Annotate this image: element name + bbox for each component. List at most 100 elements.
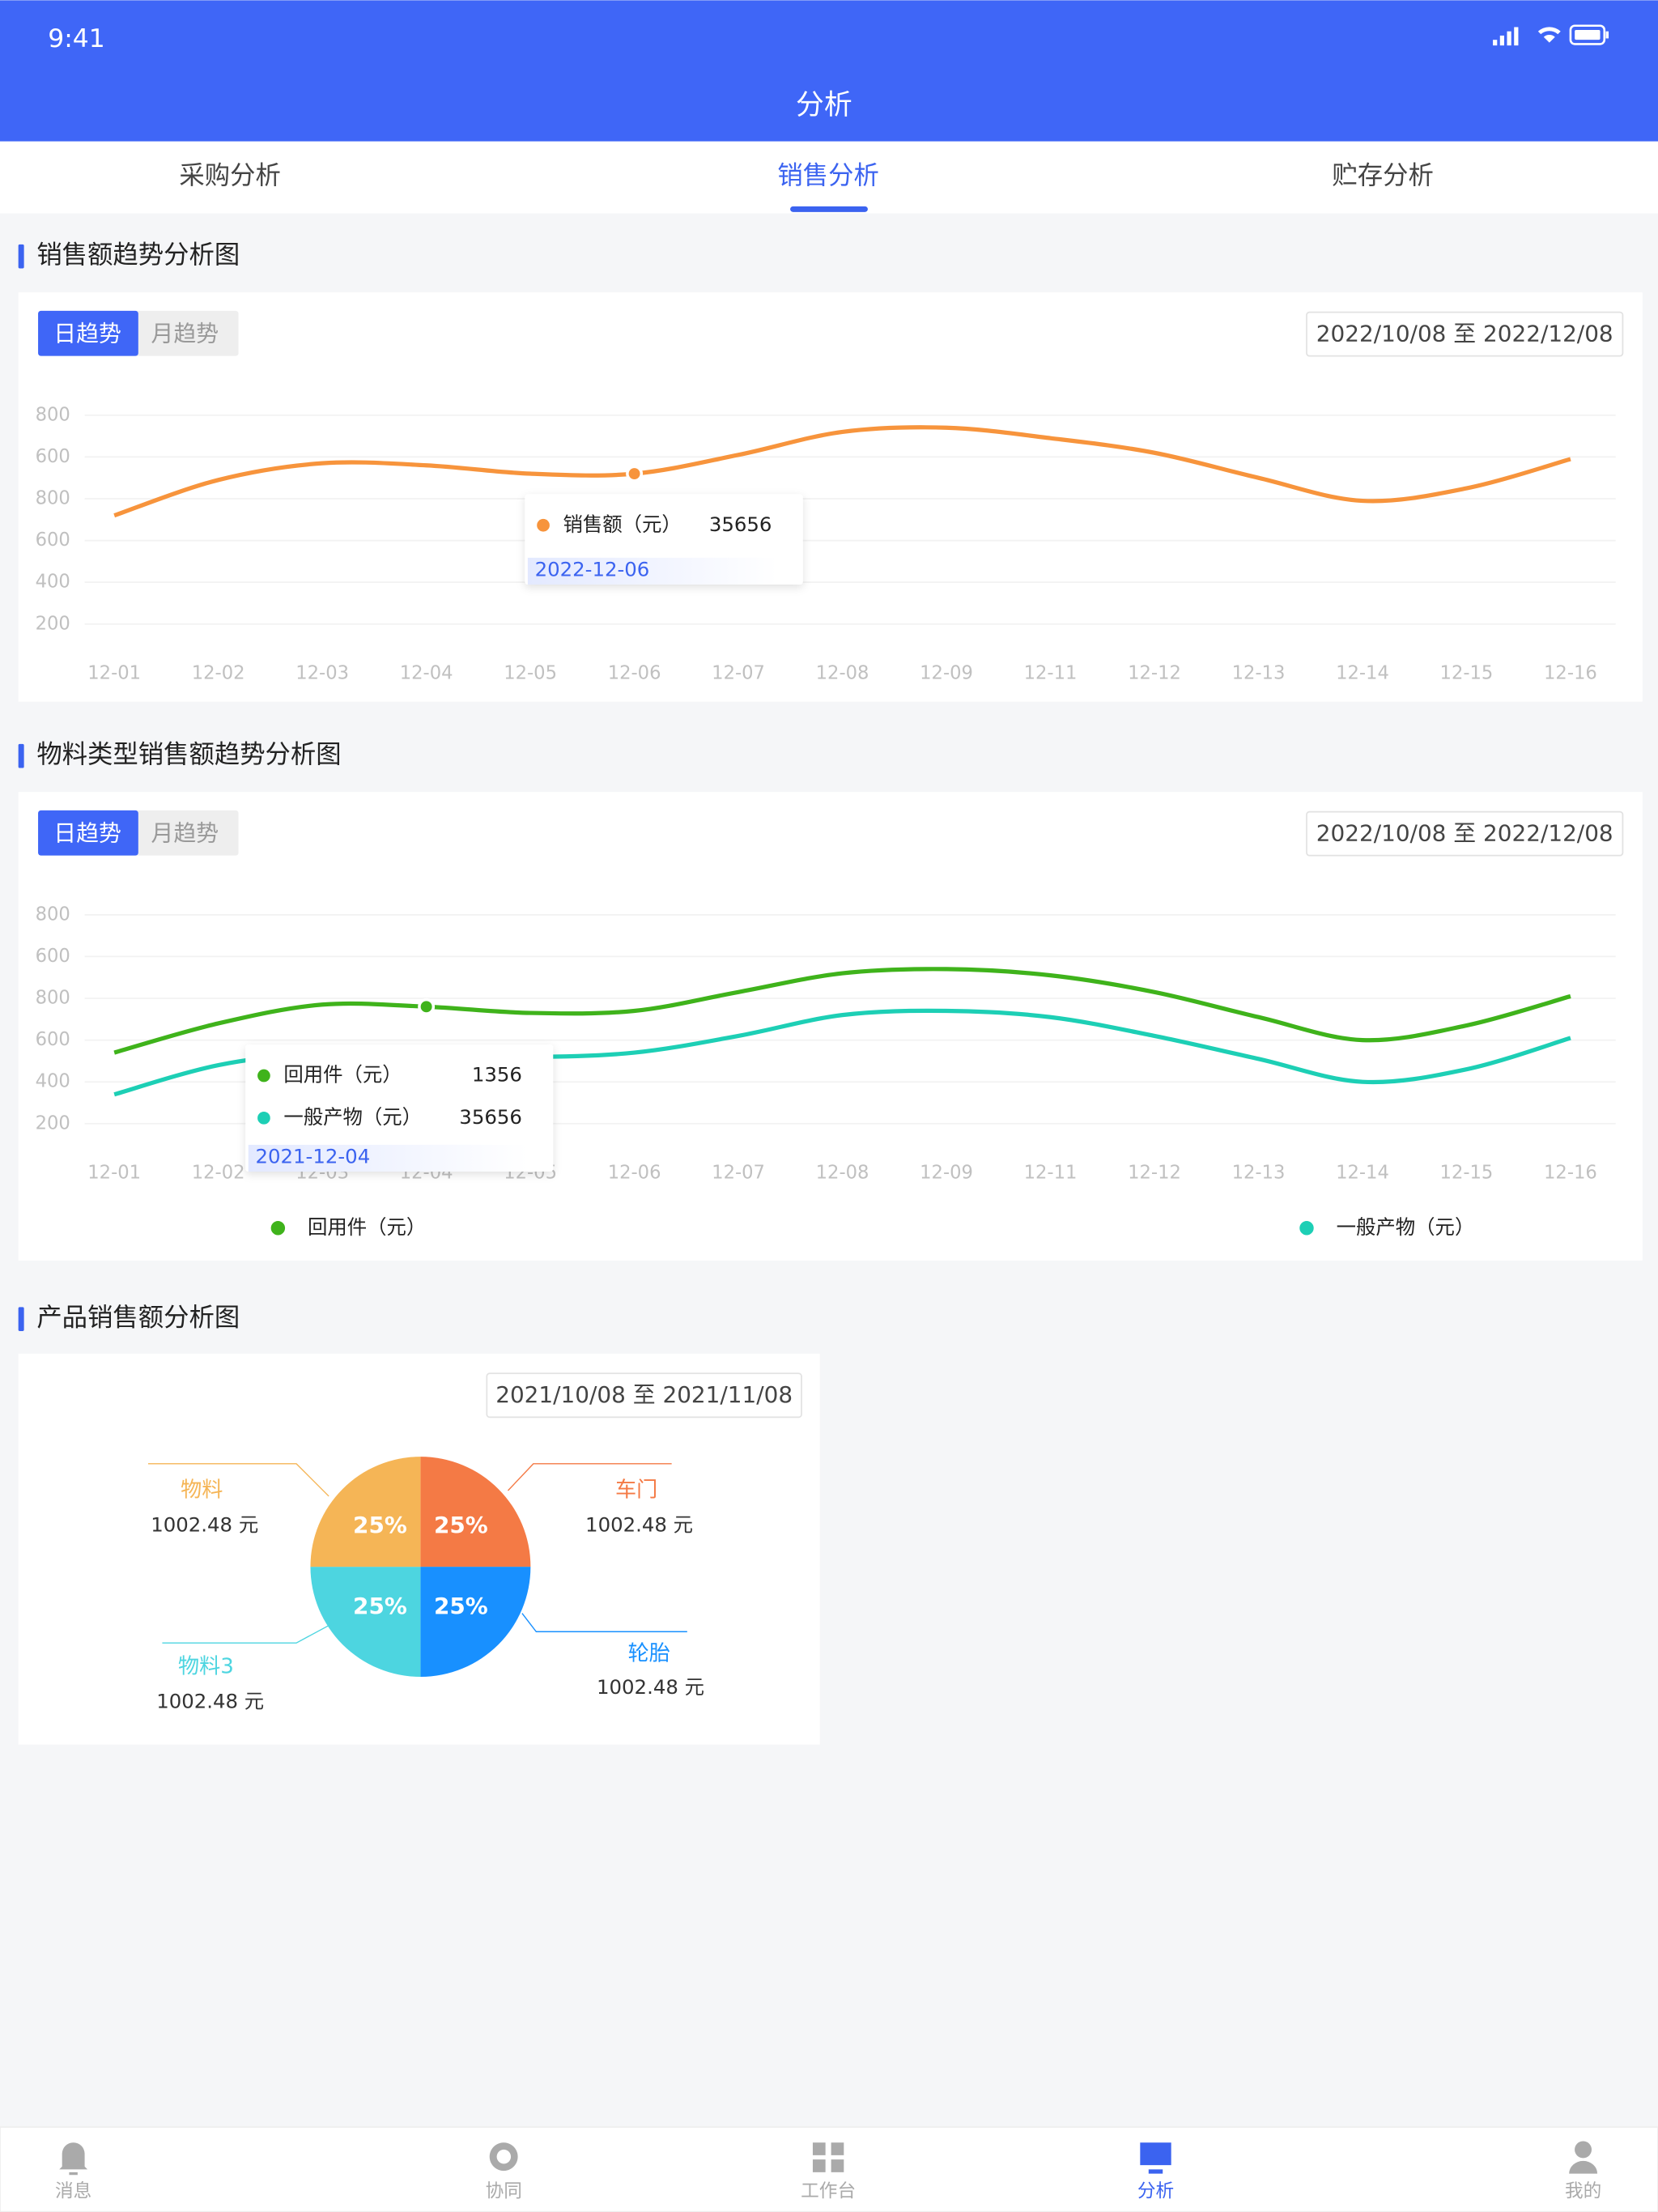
x-tick-label: 12-09	[920, 1162, 973, 1183]
x-tick-label: 12-07	[712, 662, 765, 683]
slice-label: 物料	[181, 1478, 223, 1502]
x-tick-label: 12-02	[192, 1162, 245, 1183]
slice-percent: 25%	[353, 1593, 407, 1619]
slice-percent: 25%	[434, 1593, 488, 1619]
header-title: 分析	[796, 89, 852, 121]
leader-line	[507, 1463, 672, 1491]
tooltip-value: 1356	[472, 1063, 522, 1087]
date-range[interactable]: 2022/10/08 至 2022/12/08	[1316, 320, 1613, 347]
leader-line	[521, 1613, 687, 1632]
y-tick-label: 800	[36, 404, 70, 425]
x-tick-label: 12-01	[87, 1162, 141, 1183]
tooltip-date: 2021-12-04	[255, 1145, 370, 1168]
title-marker	[18, 1307, 24, 1332]
tab[interactable]: 贮存分析	[1332, 161, 1433, 190]
tab[interactable]: 采购分析	[179, 161, 280, 190]
toggle-option[interactable]: 月趋势	[151, 320, 219, 347]
date-box[interactable]	[486, 1372, 802, 1419]
status-time: 9:41	[48, 24, 104, 53]
y-tick-label: 400	[36, 572, 70, 593]
x-tick-label: 12-01	[87, 662, 141, 683]
tooltip-box	[245, 1044, 554, 1172]
x-tick-label: 12-04	[400, 662, 453, 683]
nav-icon[interactable]	[489, 2142, 518, 2172]
pie-slice	[420, 1457, 531, 1568]
highlight-point	[626, 465, 644, 483]
date-box[interactable]	[1306, 810, 1624, 857]
y-tick-label: 800	[36, 988, 70, 1009]
section-title: 产品销售额分析图	[36, 1303, 240, 1332]
line-series	[113, 425, 1571, 518]
tooltip-date-band	[527, 557, 778, 585]
y-tick-label: 600	[36, 530, 70, 551]
slice-percent: 25%	[353, 1512, 407, 1538]
slice-label: 物料3	[178, 1654, 234, 1678]
tooltip-name: 销售额（元）	[563, 513, 681, 536]
x-tick-label: 12-05	[504, 662, 557, 683]
toggle-option[interactable]: 月趋势	[151, 819, 219, 846]
legend-dot	[270, 1221, 286, 1236]
slice-label: 车门	[615, 1478, 657, 1502]
date-range[interactable]: 2022/10/08 至 2022/12/08	[1316, 819, 1613, 846]
nav-label[interactable]: 工作台	[801, 2181, 856, 2202]
status-icons	[1493, 24, 1609, 46]
nav-icon[interactable]	[1140, 2142, 1171, 2174]
nav-icon[interactable]	[1569, 2141, 1598, 2174]
tooltip-name: 回用件（元）	[283, 1063, 402, 1087]
leader-line	[148, 1463, 329, 1497]
legend-label: 回用件（元）	[308, 1215, 426, 1239]
nav-label[interactable]: 分析	[1137, 2181, 1174, 2202]
section-title: 物料类型销售额趋势分析图	[36, 740, 341, 769]
nav-label[interactable]: 我的	[1565, 2181, 1601, 2202]
x-tick-label: 12-08	[816, 662, 869, 683]
tooltip-dot	[257, 1069, 270, 1083]
slice-amount: 1002.48 元	[597, 1675, 704, 1699]
card	[18, 792, 1643, 1261]
tooltip-name: 一般产物（元）	[283, 1105, 422, 1129]
nav-label[interactable]: 消息	[55, 2181, 91, 2202]
legend-label: 一般产物（元）	[1337, 1215, 1475, 1239]
date-range[interactable]: 2021/10/08 至 2021/11/08	[495, 1381, 793, 1408]
toggle-option[interactable]: 日趋势	[53, 320, 121, 347]
leader-line	[162, 1623, 334, 1644]
tab[interactable]: 销售分析	[777, 161, 878, 190]
pie-slice	[420, 1567, 531, 1678]
tooltip-date-band	[248, 1144, 528, 1172]
nav-label[interactable]: 协同	[486, 2181, 522, 2202]
y-tick-label: 200	[36, 613, 70, 634]
slice-amount: 1002.48 元	[151, 1513, 258, 1537]
x-tick-label: 12-13	[1232, 662, 1286, 683]
x-tick-label: 12-08	[816, 1162, 869, 1183]
tooltip-dot	[537, 518, 550, 532]
x-tick-label: 12-06	[608, 1162, 661, 1183]
nav-icon[interactable]	[812, 2142, 844, 2172]
title-marker	[18, 244, 24, 269]
slice-percent: 25%	[434, 1512, 488, 1538]
y-tick-label: 600	[36, 1029, 70, 1050]
tooltip-date: 2022-12-06	[535, 558, 650, 581]
tooltip-dot	[257, 1111, 270, 1125]
card	[18, 292, 1643, 702]
x-tick-label: 12-15	[1440, 1162, 1494, 1183]
x-tick-label: 12-12	[1128, 1162, 1181, 1183]
x-tick-label: 12-11	[1024, 662, 1078, 683]
x-tick-label: 12-02	[192, 662, 245, 683]
nav-icon[interactable]	[59, 2142, 88, 2176]
slice-amount: 1002.48 元	[585, 1513, 693, 1537]
y-tick-label: 600	[36, 446, 70, 467]
x-tick-label: 12-11	[1024, 1162, 1078, 1183]
x-tick-label: 12-03	[295, 662, 349, 683]
toggle-active	[38, 310, 138, 356]
pie-slice	[310, 1567, 421, 1678]
tooltip-value: 35656	[459, 1105, 522, 1129]
x-tick-label: 12-14	[1336, 662, 1389, 683]
title-marker	[18, 743, 24, 768]
bottom-nav	[0, 2126, 1658, 2212]
x-tick-label: 12-06	[608, 662, 661, 683]
line-series	[113, 967, 1571, 1055]
toggle-option[interactable]: 日趋势	[53, 819, 121, 846]
date-box[interactable]	[1306, 311, 1624, 357]
tab-indicator	[790, 206, 868, 212]
